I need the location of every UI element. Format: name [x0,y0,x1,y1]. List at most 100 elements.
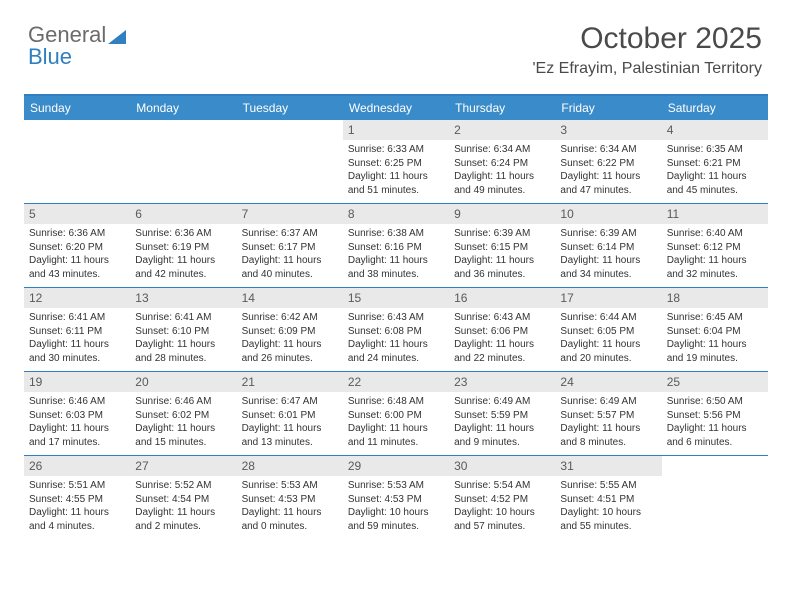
day-header: Monday [130,96,236,120]
day-info [130,138,236,201]
calendar: Sunday Monday Tuesday Wednesday Thursday… [24,94,768,539]
sunrise-text: Sunrise: 6:43 AM [348,311,444,325]
day-info: Sunrise: 6:49 AMSunset: 5:57 PMDaylight:… [555,392,661,455]
day-info [662,474,768,537]
day-cell: 25Sunrise: 6:50 AMSunset: 5:56 PMDayligh… [662,372,768,455]
date-number: 19 [24,372,130,392]
sunrise-text: Sunrise: 6:38 AM [348,227,444,241]
sunset-text: Sunset: 5:56 PM [667,409,763,423]
daylight-text-2: and 4 minutes. [29,520,125,534]
day-cell: 16Sunrise: 6:43 AMSunset: 6:06 PMDayligh… [449,288,555,371]
sunrise-text: Sunrise: 6:33 AM [348,143,444,157]
sunset-text: Sunset: 4:51 PM [560,493,656,507]
sunrise-text: Sunrise: 6:50 AM [667,395,763,409]
date-number: 6 [130,204,236,224]
date-number: 12 [24,288,130,308]
day-header: Thursday [449,96,555,120]
day-info: Sunrise: 6:45 AMSunset: 6:04 PMDaylight:… [662,308,768,371]
day-cell: 9Sunrise: 6:39 AMSunset: 6:15 PMDaylight… [449,204,555,287]
sunset-text: Sunset: 6:00 PM [348,409,444,423]
sunrise-text: Sunrise: 6:45 AM [667,311,763,325]
day-cell [130,120,236,203]
date-number [662,456,768,474]
week-row: 26Sunrise: 5:51 AMSunset: 4:55 PMDayligh… [24,455,768,539]
date-number: 25 [662,372,768,392]
sunrise-text: Sunrise: 6:42 AM [242,311,338,325]
date-number: 13 [130,288,236,308]
sunset-text: Sunset: 6:04 PM [667,325,763,339]
day-cell: 20Sunrise: 6:46 AMSunset: 6:02 PMDayligh… [130,372,236,455]
daylight-text-1: Daylight: 11 hours [242,338,338,352]
day-cell: 22Sunrise: 6:48 AMSunset: 6:00 PMDayligh… [343,372,449,455]
date-number [24,120,130,138]
date-number: 7 [237,204,343,224]
day-info: Sunrise: 6:43 AMSunset: 6:06 PMDaylight:… [449,308,555,371]
day-info: Sunrise: 6:42 AMSunset: 6:09 PMDaylight:… [237,308,343,371]
daylight-text-2: and 57 minutes. [454,520,550,534]
day-info: Sunrise: 6:48 AMSunset: 6:00 PMDaylight:… [343,392,449,455]
daylight-text-1: Daylight: 11 hours [29,422,125,436]
date-number: 14 [237,288,343,308]
day-info [237,138,343,201]
daylight-text-2: and 42 minutes. [135,268,231,282]
sunset-text: Sunset: 6:02 PM [135,409,231,423]
daylight-text-2: and 38 minutes. [348,268,444,282]
sunset-text: Sunset: 6:12 PM [667,241,763,255]
daylight-text-2: and 19 minutes. [667,352,763,366]
sunset-text: Sunset: 4:54 PM [135,493,231,507]
sunrise-text: Sunrise: 6:36 AM [135,227,231,241]
daylight-text-2: and 9 minutes. [454,436,550,450]
date-number: 17 [555,288,661,308]
sunset-text: Sunset: 6:24 PM [454,157,550,171]
date-number [237,120,343,138]
day-cell: 18Sunrise: 6:45 AMSunset: 6:04 PMDayligh… [662,288,768,371]
day-info: Sunrise: 6:40 AMSunset: 6:12 PMDaylight:… [662,224,768,287]
sunrise-text: Sunrise: 6:40 AM [667,227,763,241]
day-header: Saturday [662,96,768,120]
daylight-text-1: Daylight: 11 hours [454,170,550,184]
daylight-text-2: and 30 minutes. [29,352,125,366]
sunset-text: Sunset: 4:55 PM [29,493,125,507]
daylight-text-2: and 43 minutes. [29,268,125,282]
day-info: Sunrise: 6:47 AMSunset: 6:01 PMDaylight:… [237,392,343,455]
day-info: Sunrise: 5:55 AMSunset: 4:51 PMDaylight:… [555,476,661,539]
day-cell: 14Sunrise: 6:42 AMSunset: 6:09 PMDayligh… [237,288,343,371]
date-number: 8 [343,204,449,224]
day-header: Wednesday [343,96,449,120]
daylight-text-1: Daylight: 11 hours [135,506,231,520]
day-cell: 13Sunrise: 6:41 AMSunset: 6:10 PMDayligh… [130,288,236,371]
sunrise-text: Sunrise: 5:53 AM [348,479,444,493]
day-header: Sunday [24,96,130,120]
daylight-text-1: Daylight: 11 hours [242,422,338,436]
day-cell: 12Sunrise: 6:41 AMSunset: 6:11 PMDayligh… [24,288,130,371]
daylight-text-2: and 2 minutes. [135,520,231,534]
daylight-text-1: Daylight: 11 hours [135,254,231,268]
day-info: Sunrise: 6:46 AMSunset: 6:03 PMDaylight:… [24,392,130,455]
daylight-text-2: and 15 minutes. [135,436,231,450]
date-number: 4 [662,120,768,140]
sunrise-text: Sunrise: 6:41 AM [135,311,231,325]
day-cell: 29Sunrise: 5:53 AMSunset: 4:53 PMDayligh… [343,456,449,539]
day-cell: 1Sunrise: 6:33 AMSunset: 6:25 PMDaylight… [343,120,449,203]
sunset-text: Sunset: 6:21 PM [667,157,763,171]
date-number: 9 [449,204,555,224]
brand-word-2: Blue [28,44,72,69]
date-number: 11 [662,204,768,224]
sunrise-text: Sunrise: 5:53 AM [242,479,338,493]
sunset-text: Sunset: 6:15 PM [454,241,550,255]
weeks-container: 1Sunrise: 6:33 AMSunset: 6:25 PMDaylight… [24,120,768,539]
sunrise-text: Sunrise: 6:39 AM [454,227,550,241]
location-label: 'Ez Efrayim, Palestinian Territory [533,60,763,78]
daylight-text-1: Daylight: 11 hours [560,254,656,268]
daylight-text-2: and 34 minutes. [560,268,656,282]
daylight-text-1: Daylight: 11 hours [667,338,763,352]
sunrise-text: Sunrise: 6:41 AM [29,311,125,325]
daylight-text-1: Daylight: 10 hours [348,506,444,520]
daylight-text-1: Daylight: 11 hours [560,422,656,436]
daylight-text-1: Daylight: 11 hours [560,170,656,184]
sunrise-text: Sunrise: 6:34 AM [560,143,656,157]
sunset-text: Sunset: 6:01 PM [242,409,338,423]
day-info: Sunrise: 6:41 AMSunset: 6:10 PMDaylight:… [130,308,236,371]
sunrise-text: Sunrise: 6:48 AM [348,395,444,409]
sunrise-text: Sunrise: 6:46 AM [135,395,231,409]
